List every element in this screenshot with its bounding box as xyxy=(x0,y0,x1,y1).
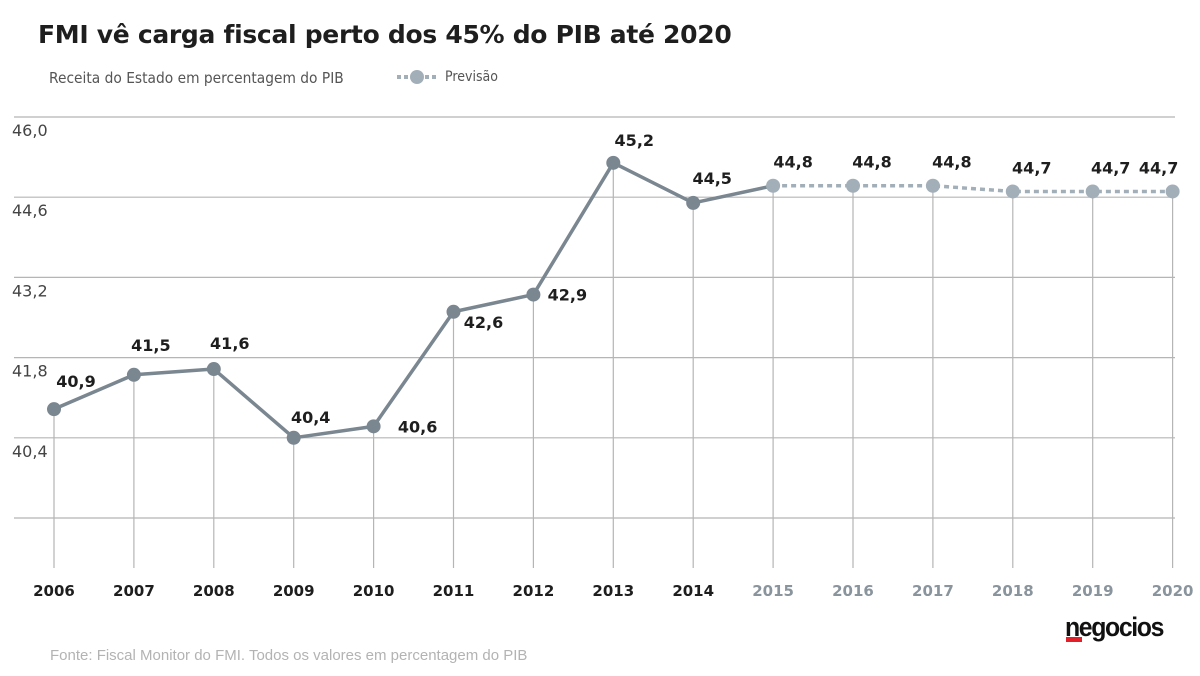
data-point xyxy=(526,287,541,302)
y-tick-label: 43,2 xyxy=(12,281,48,300)
gridlines xyxy=(14,116,1175,519)
x-tick-label: 2007 xyxy=(113,582,155,600)
y-tick-label: 40,4 xyxy=(12,442,48,461)
data-label: 41,5 xyxy=(131,336,170,355)
x-tick-label: 2018 xyxy=(992,582,1034,600)
data-label: 40,4 xyxy=(291,408,330,427)
data-label: 44,7 xyxy=(1091,158,1130,177)
y-axis: 46,0 44,6 43,2 41,8 40,4 xyxy=(12,121,48,461)
chart-subtitle: Receita do Estado em percentagem do PIB xyxy=(49,69,344,87)
data-label: 45,2 xyxy=(615,131,654,150)
data-label: 44,7 xyxy=(1139,158,1178,177)
data-labels: 40,9 41,5 41,6 40,4 40,6 42,6 42,9 45,2 44,5 44,8… xyxy=(56,131,1178,437)
data-point xyxy=(766,178,781,193)
x-tick-label: 2006 xyxy=(33,582,75,600)
x-tick-label: 2020 xyxy=(1152,582,1194,600)
data-label: 41,6 xyxy=(210,334,249,353)
data-point xyxy=(446,304,461,319)
data-label: 44,5 xyxy=(692,169,731,188)
data-label: 44,8 xyxy=(852,153,891,172)
x-tick-label: 2011 xyxy=(433,582,475,600)
data-label: 44,8 xyxy=(773,153,812,172)
data-point xyxy=(1085,184,1100,199)
x-tick-label: 2015 xyxy=(752,582,794,600)
data-point xyxy=(1165,184,1180,199)
data-label: 42,6 xyxy=(464,313,503,332)
x-tick-label: 2010 xyxy=(353,582,395,600)
data-point xyxy=(126,367,141,382)
data-label: 44,8 xyxy=(932,153,971,172)
actual-line xyxy=(53,161,774,440)
data-point xyxy=(1005,184,1020,199)
x-tick-label: 2019 xyxy=(1072,582,1114,600)
data-point xyxy=(206,362,221,377)
legend: Previsão xyxy=(395,67,504,87)
data-point xyxy=(606,155,621,170)
forecast-line xyxy=(773,183,1173,194)
data-point xyxy=(925,178,940,193)
x-tick-label: 2013 xyxy=(592,582,634,600)
chart-title: FMI vê carga fiscal perto dos 45% do PIB… xyxy=(38,20,732,49)
x-tick-label: 2008 xyxy=(193,582,235,600)
data-point xyxy=(366,419,381,434)
x-axis: 2006 2007 2008 2009 2010 2011 2012 2013 2014 2015… xyxy=(33,582,1193,600)
source-note: Fonte: Fiscal Monitor do FMI. Todos os v… xyxy=(50,647,528,664)
data-point xyxy=(846,178,860,193)
y-tick-label: 46,0 xyxy=(12,121,48,140)
x-tick-label: 2009 xyxy=(273,582,315,600)
data-point xyxy=(286,430,301,445)
data-point xyxy=(686,195,701,210)
series-points xyxy=(47,155,1180,445)
x-tick-label: 2016 xyxy=(832,582,874,600)
x-tick-label: 2017 xyxy=(912,582,954,600)
logo-accent-bar xyxy=(1066,637,1082,642)
data-label: 44,7 xyxy=(1012,158,1051,177)
data-label: 42,9 xyxy=(548,286,587,305)
year-guides xyxy=(53,162,1174,568)
x-tick-label: 2014 xyxy=(672,582,714,600)
data-point xyxy=(47,402,61,417)
x-tick-label: 2012 xyxy=(513,582,555,600)
data-label: 40,9 xyxy=(56,372,95,391)
series-lines xyxy=(53,161,1173,440)
y-tick-label: 44,6 xyxy=(12,201,48,220)
legend-label-forecast: Previsão xyxy=(445,69,498,85)
data-label: 40,6 xyxy=(398,417,437,436)
forecast-legend-marker-icon xyxy=(397,70,437,84)
y-tick-label: 41,8 xyxy=(12,362,48,381)
